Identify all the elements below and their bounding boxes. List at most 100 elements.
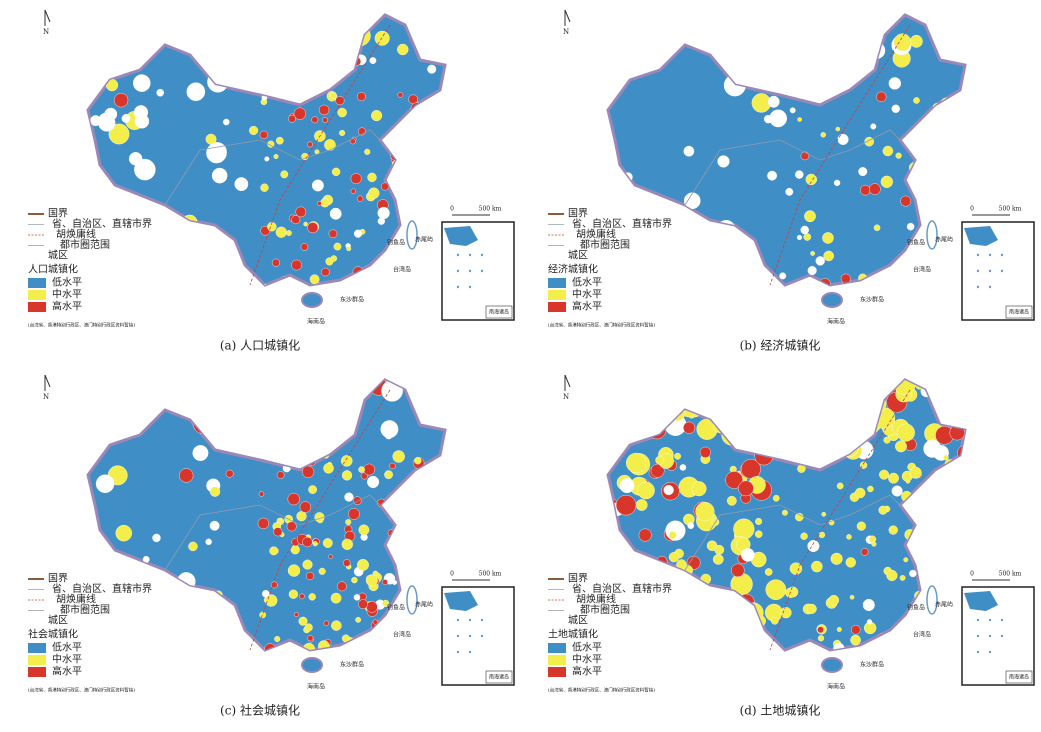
region-patch xyxy=(719,638,731,650)
region-patch xyxy=(883,436,891,444)
region-patch xyxy=(951,95,964,108)
region-patch xyxy=(673,602,696,625)
region-patch xyxy=(798,644,809,650)
region-patch xyxy=(886,569,898,582)
region-patch xyxy=(95,474,115,494)
region-patch xyxy=(689,386,710,407)
region-patch xyxy=(114,413,131,429)
region-patch xyxy=(421,204,433,217)
panel-caption: (b) 经济城镇化 xyxy=(740,338,821,353)
hu-line xyxy=(769,24,911,286)
region-patch xyxy=(179,468,194,483)
region-patch xyxy=(919,192,925,199)
island-label: 台湾岛 xyxy=(913,266,931,274)
inset-coast xyxy=(964,226,998,246)
legend-level-label: 中水平 xyxy=(572,653,602,666)
region-patch xyxy=(205,538,212,546)
region-patch xyxy=(377,206,390,220)
region-patch xyxy=(888,77,902,90)
region-patch xyxy=(194,34,207,47)
region-patch xyxy=(795,170,804,179)
region-patch xyxy=(863,27,876,40)
region-patch xyxy=(957,444,965,463)
region-patch xyxy=(743,403,756,416)
inset-island xyxy=(976,650,980,654)
region-patch xyxy=(814,439,830,455)
region-patch xyxy=(695,501,715,522)
region-patch xyxy=(608,380,621,392)
north-arrow xyxy=(564,374,571,391)
inset-island xyxy=(976,269,980,273)
region-patch xyxy=(746,420,763,437)
hu-line xyxy=(249,389,391,651)
region-patch xyxy=(152,533,161,543)
region-patch xyxy=(318,640,330,650)
region-patch xyxy=(639,417,647,424)
inset-island xyxy=(976,634,980,638)
island-label: 赤尾屿 xyxy=(415,601,433,609)
region-patch xyxy=(372,619,378,625)
region-patch xyxy=(429,169,436,175)
region-patch xyxy=(412,521,424,533)
legend-boundary-label: 胡焕庸线 xyxy=(56,228,96,241)
region-patch xyxy=(323,463,334,474)
island-label: 海南岛 xyxy=(827,318,845,326)
region-patch xyxy=(287,492,300,506)
region-patch xyxy=(156,88,164,97)
region-patch xyxy=(801,402,809,409)
legend-boundary-label: 省、自治区、直辖市界 xyxy=(52,582,152,595)
region-patch xyxy=(807,265,817,276)
region-patch xyxy=(810,251,816,256)
region-patch xyxy=(714,544,725,555)
region-patch xyxy=(608,428,628,451)
region-patch xyxy=(288,114,296,123)
region-patch xyxy=(369,634,377,641)
region-patch xyxy=(344,16,354,26)
region-patch xyxy=(361,288,365,292)
scale-zero: 0 xyxy=(970,206,974,213)
region-patch xyxy=(328,229,338,239)
legend-level-label: 低水平 xyxy=(572,276,602,289)
legend-boundary-label: 都市圈范围 xyxy=(60,238,110,251)
region-patch xyxy=(134,113,150,129)
region-patch xyxy=(717,155,730,168)
region-patch xyxy=(344,492,354,502)
region-patch xyxy=(212,248,229,265)
region-patch xyxy=(940,499,953,512)
region-patch xyxy=(192,445,209,461)
region-patch xyxy=(422,553,432,562)
inset-island xyxy=(988,285,992,289)
region-patch xyxy=(281,646,288,650)
region-patch xyxy=(408,201,420,213)
region-patch xyxy=(286,230,292,236)
region-patch xyxy=(674,452,681,460)
region-patch xyxy=(440,544,445,550)
region-patch xyxy=(685,639,705,650)
region-patch xyxy=(367,475,380,489)
region-patch xyxy=(415,174,425,184)
region-patch xyxy=(741,548,755,562)
inset-island xyxy=(456,285,460,289)
region-patch xyxy=(848,281,861,285)
region-patch xyxy=(660,639,672,650)
region-patch xyxy=(767,170,777,181)
region-patch xyxy=(357,195,364,202)
island-label: 台湾岛 xyxy=(913,631,931,639)
inset-coast xyxy=(444,591,478,611)
region-patch xyxy=(738,593,755,611)
region-patch xyxy=(879,380,895,389)
region-patch xyxy=(121,114,131,123)
inset-island xyxy=(468,285,472,289)
region-patch xyxy=(796,234,803,241)
region-patch xyxy=(932,651,941,660)
region-patch xyxy=(734,626,757,650)
inset-island xyxy=(988,650,992,654)
inset-title: 南海诸岛 xyxy=(1009,674,1029,681)
region-patch xyxy=(416,651,427,662)
region-patch xyxy=(402,506,408,513)
region-patch xyxy=(900,621,906,627)
region-patch xyxy=(426,571,432,577)
region-patch xyxy=(789,562,803,575)
legend-level-label: 低水平 xyxy=(52,641,82,654)
region-patch xyxy=(405,202,412,209)
